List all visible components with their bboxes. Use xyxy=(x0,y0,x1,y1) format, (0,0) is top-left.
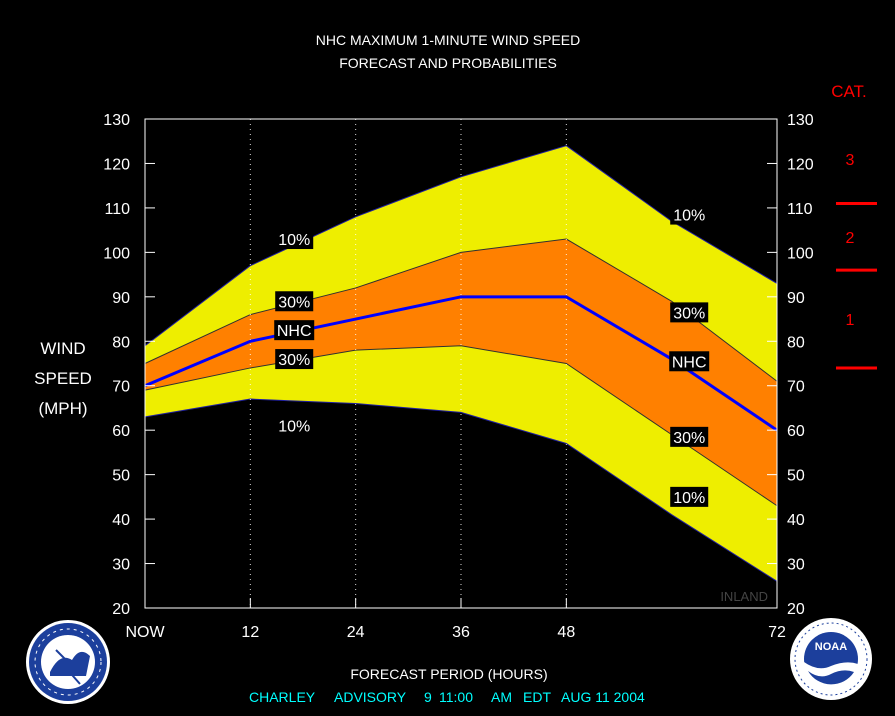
category-label-2: 2 xyxy=(846,230,855,247)
band-10pct xyxy=(145,145,777,582)
advisory-time: 11:00 xyxy=(439,689,473,705)
band-label-bg-5 xyxy=(670,204,709,225)
y-tick-label-right-60: 60 xyxy=(787,423,805,440)
y-tick-label-left-70: 70 xyxy=(112,379,130,396)
band-label-bg-3 xyxy=(275,349,314,370)
inland-annotation: INLAND xyxy=(720,589,768,604)
band-label-bg-4 xyxy=(275,415,314,436)
y-axis-label-line3: (MPH) xyxy=(38,399,87,418)
band-label-3: 30% xyxy=(278,352,310,369)
y-tick-label-right-30: 30 xyxy=(787,557,805,574)
chart-title: NHC MAXIMUM 1-MINUTE WIND SPEED xyxy=(316,32,580,48)
noaa-logo: NOAA xyxy=(790,618,872,700)
x-tick-label-12: 12 xyxy=(241,624,259,641)
band-label-bg-2 xyxy=(274,320,315,341)
x-tick-label-NOW: NOW xyxy=(125,624,165,641)
band-label-0: 10% xyxy=(278,232,310,249)
y-tick-label-right-20: 20 xyxy=(787,601,805,618)
y-tick-label-left-20: 20 xyxy=(112,601,130,618)
band-label-7: NHC xyxy=(672,354,707,371)
y-tick-label-left-120: 120 xyxy=(103,156,130,173)
chart-subtitle: FORECAST AND PROBABILITIES xyxy=(339,55,557,71)
category-scale: 3 2 1 xyxy=(836,152,877,370)
advisory-date: AUG 11 2004 xyxy=(561,689,645,705)
category-label-1: 1 xyxy=(846,312,855,329)
y-tick-label-right-80: 80 xyxy=(787,334,805,351)
band-label-bg-0 xyxy=(275,229,314,250)
band-label-5: 10% xyxy=(673,208,705,225)
noaa-logo-text: NOAA xyxy=(815,641,847,653)
advisory-label: ADVISORY xyxy=(334,689,407,705)
x-axis-label: FORECAST PERIOD (HOURS) xyxy=(350,666,547,682)
x-tick-label-36: 36 xyxy=(452,624,470,641)
advisory-ampm: AM xyxy=(491,689,512,705)
x-tick-label-24: 24 xyxy=(347,624,365,641)
y-axis-label-line2: SPEED xyxy=(34,369,92,388)
y-tick-label-left-80: 80 xyxy=(112,334,130,351)
advisory-zone: EDT xyxy=(523,689,551,705)
y-tick-label-right-120: 120 xyxy=(787,156,814,173)
y-tick-label-left-60: 60 xyxy=(112,423,130,440)
y-tick-label-right-50: 50 xyxy=(787,468,805,485)
y-tick-label-left-40: 40 xyxy=(112,512,130,529)
y-tick-label-right-110: 110 xyxy=(787,201,813,218)
band-label-bg-1 xyxy=(275,291,314,312)
x-tick-label-48: 48 xyxy=(557,624,575,641)
y-tick-label-right-40: 40 xyxy=(787,512,805,529)
y-tick-label-left-100: 100 xyxy=(103,245,130,262)
nws-logo xyxy=(26,620,110,704)
category-title: CAT. xyxy=(831,82,867,101)
band-label-bg-7 xyxy=(669,351,710,372)
band-labels: 10% 30% NHC 30% 10% 10% 30% NHC 30% 10% xyxy=(274,204,710,507)
band-label-8: 30% xyxy=(673,430,705,447)
y-tick-label-right-90: 90 xyxy=(787,290,805,307)
y-axis-label-line1: WIND xyxy=(40,339,85,358)
category-label-3: 3 xyxy=(846,152,855,169)
y-tick-label-left-130: 130 xyxy=(103,112,130,129)
y-tick-label-right-70: 70 xyxy=(787,379,805,396)
band-label-6: 30% xyxy=(673,305,705,322)
band-label-9: 10% xyxy=(673,490,705,507)
x-axis: NOW 12 24 36 48 72 xyxy=(125,598,786,641)
storm-name: CHARLEY xyxy=(249,689,316,705)
band-label-bg-8 xyxy=(670,426,709,447)
y-tick-label-left-90: 90 xyxy=(112,290,130,307)
advisory-footer: CHARLEY ADVISORY 9 11:00 AM EDT AUG 11 2… xyxy=(249,689,645,705)
y-axes: 20 20 30 30 40 40 50 50 60 60 70 70 80 80 90 90 100 100 11… xyxy=(103,112,814,618)
band-label-1: 30% xyxy=(278,294,310,311)
band-label-bg-9 xyxy=(670,486,709,507)
y-tick-label-left-110: 110 xyxy=(104,201,130,218)
y-tick-label-right-100: 100 xyxy=(787,245,814,262)
y-tick-label-right-130: 130 xyxy=(787,112,814,129)
y-tick-label-left-50: 50 xyxy=(112,468,130,485)
band-label-2: NHC xyxy=(277,323,312,340)
band-label-4: 10% xyxy=(278,419,310,436)
advisory-number: 9 xyxy=(424,689,432,705)
band-label-bg-6 xyxy=(670,302,709,323)
y-tick-label-left-30: 30 xyxy=(112,557,130,574)
x-tick-label-72: 72 xyxy=(768,624,786,641)
